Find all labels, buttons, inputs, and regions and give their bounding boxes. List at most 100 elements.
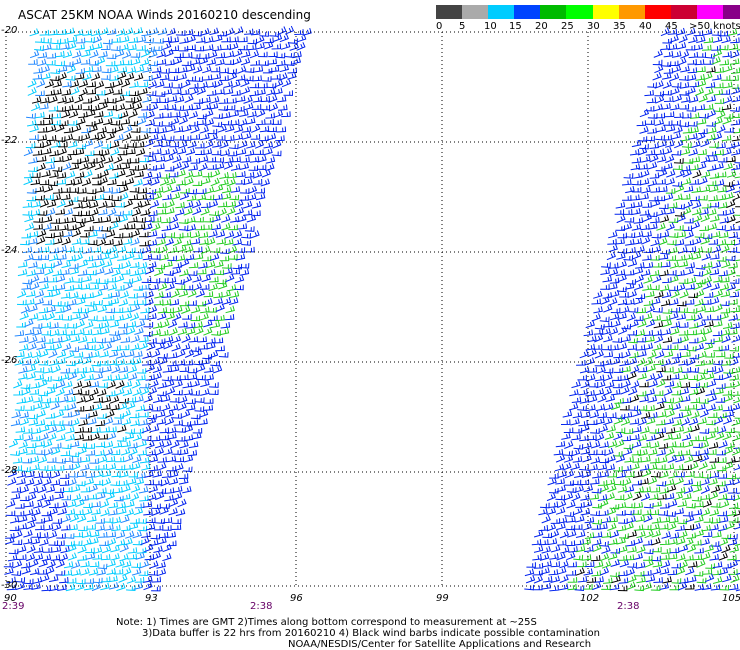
wind-barb [586, 576, 597, 583]
wind-barb [48, 253, 59, 262]
wind-barb [702, 267, 712, 277]
wind-barb [239, 263, 250, 269]
wind-barb [122, 567, 132, 576]
wind-barb [100, 508, 110, 517]
wind-barb [610, 559, 620, 567]
wind-barb [91, 508, 101, 515]
wind-barb [194, 45, 205, 52]
wind-barb [66, 402, 77, 411]
wind-barb [686, 544, 697, 553]
wind-barb [151, 405, 161, 412]
wind-barb [592, 519, 602, 525]
wind-barb [92, 254, 102, 261]
wind-barb [172, 491, 183, 501]
wind-barb [178, 321, 188, 328]
wind-barb [42, 215, 53, 223]
wind-barb [694, 298, 704, 307]
wind-barb [622, 464, 632, 472]
wind-barb [190, 413, 201, 420]
wind-barb [693, 213, 703, 223]
wind-barb [547, 538, 558, 546]
wind-barb [30, 208, 41, 217]
wind-barb [18, 447, 28, 455]
wind-barb [157, 381, 167, 389]
wind-barb [133, 102, 143, 111]
wind-barb [246, 193, 257, 201]
wind-barb [203, 291, 214, 298]
wind-barb [252, 95, 263, 103]
wind-barb [118, 470, 129, 478]
wind-barb [211, 330, 221, 336]
wind-barb [163, 335, 174, 343]
wind-barb [58, 141, 68, 148]
wind-barb [665, 408, 675, 418]
wind-barb [714, 98, 725, 104]
wind-barb [670, 321, 681, 329]
wind-barb [218, 97, 229, 104]
wind-barb [50, 479, 61, 486]
wind-barb [587, 366, 598, 373]
wind-barb [705, 419, 716, 426]
wind-barb [591, 298, 601, 305]
wind-barb [636, 576, 646, 584]
wind-barb [716, 425, 727, 434]
wind-barb [163, 447, 173, 456]
wind-barb [188, 441, 199, 449]
wind-barb [203, 398, 214, 404]
wind-barb [184, 177, 194, 186]
wind-barb [674, 184, 685, 193]
wind-barb [49, 75, 60, 82]
wind-barb [532, 553, 542, 561]
wind-barb [42, 222, 52, 231]
wind-barb [28, 230, 39, 238]
wind-barb [670, 327, 680, 336]
wind-barb [22, 246, 33, 254]
wind-barb [44, 344, 55, 351]
wind-barb [125, 169, 136, 178]
wind-barb [111, 524, 121, 532]
wind-barb [125, 500, 135, 508]
wind-barb [228, 224, 238, 231]
wind-barb [708, 155, 718, 162]
wind-barb [647, 350, 657, 359]
wind-barb [164, 153, 174, 162]
wind-barb [677, 581, 688, 591]
wind-barb [108, 508, 118, 516]
wind-barb [562, 462, 572, 471]
wind-barb [145, 363, 155, 373]
wind-barb [709, 553, 719, 561]
wind-barb [735, 572, 740, 575]
wind-barb [161, 471, 172, 478]
wind-barb [173, 389, 183, 396]
wind-barb [714, 387, 724, 395]
wind-barb [8, 548, 19, 555]
wind-barb [173, 419, 183, 426]
wind-barb [57, 147, 67, 156]
wind-barb [59, 372, 70, 381]
wind-barb [625, 185, 635, 194]
wind-barb [84, 374, 94, 381]
wind-barb [672, 381, 682, 389]
wind-barb [734, 173, 740, 179]
wind-barb [227, 172, 237, 179]
wind-barb [670, 86, 680, 96]
wind-barb [234, 206, 244, 216]
wind-barb [115, 387, 125, 396]
wind-barb [174, 95, 185, 103]
wind-barb [681, 177, 692, 186]
wind-barb [604, 380, 615, 389]
wind-barb [624, 282, 635, 290]
wind-barb [164, 494, 174, 502]
wind-barb [223, 267, 233, 275]
wind-barb [702, 499, 712, 508]
wind-barb [188, 336, 199, 343]
wind-barb [85, 552, 96, 560]
wind-barb [119, 223, 129, 230]
wind-barb [234, 284, 244, 291]
wind-barb [167, 352, 178, 359]
wind-barb [137, 525, 148, 532]
wind-barb [244, 171, 255, 179]
wind-barb [675, 471, 685, 478]
wind-barb [645, 318, 656, 328]
wind-barb [645, 373, 656, 382]
